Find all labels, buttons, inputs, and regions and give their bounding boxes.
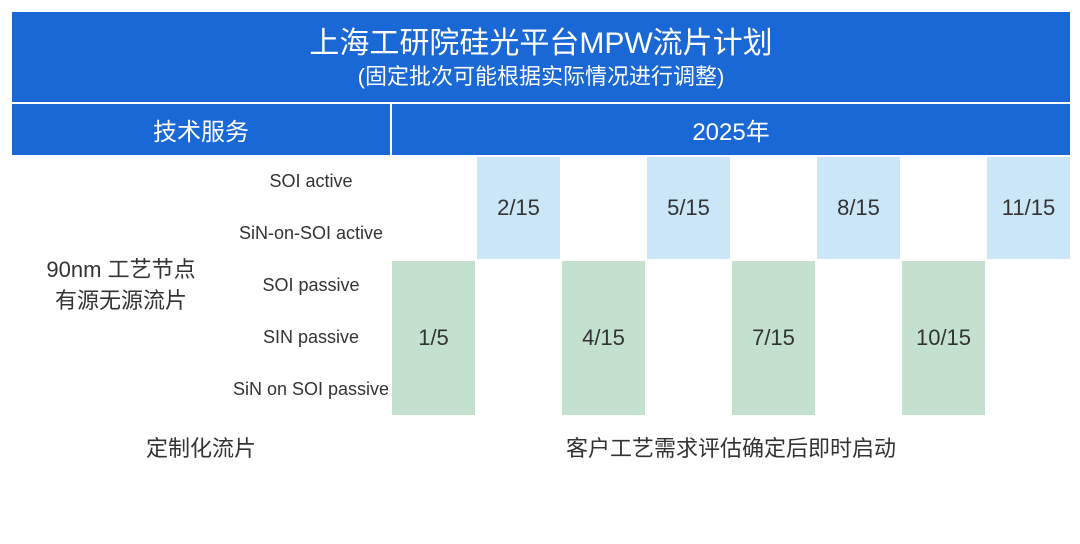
passive-slot-blank-1 [646, 260, 731, 416]
table-row: 上海工研院硅光平台MPW流片计划 (固定批次可能根据实际情况进行调整) [11, 11, 1071, 103]
title-sub: (固定批次可能根据实际情况进行调整) [12, 63, 1070, 92]
table-row: 90nm 工艺节点 有源无源流片 SOI active 2/15 5/15 8/… [11, 156, 1071, 208]
passive-slot-blank-0 [476, 260, 561, 416]
main-label-line1: 90nm 工艺节点 [46, 257, 195, 282]
active-row-1-label: SiN-on-SOI active [231, 208, 391, 260]
passive-date-0: 1/5 [391, 260, 476, 416]
active-slot-blank-2 [731, 156, 816, 260]
header-left: 技术服务 [11, 103, 391, 156]
passive-slot-blank-3 [986, 260, 1071, 416]
custom-text: 客户工艺需求评估确定后即时启动 [391, 416, 1071, 478]
table-row: 技术服务 2025年 [11, 103, 1071, 156]
active-slot-blank-1 [561, 156, 646, 260]
mpw-schedule-table: 上海工研院硅光平台MPW流片计划 (固定批次可能根据实际情况进行调整) 技术服务… [10, 10, 1072, 479]
active-slot-blank-0 [391, 156, 476, 260]
main-label-line2: 有源无源流片 [55, 288, 187, 313]
custom-label: 定制化流片 [11, 416, 391, 478]
passive-date-3: 10/15 [901, 260, 986, 416]
passive-row-0-label: SOI passive [231, 260, 391, 312]
passive-date-2: 7/15 [731, 260, 816, 416]
header-right: 2025年 [391, 103, 1071, 156]
active-row-0-label: SOI active [231, 156, 391, 208]
table-row: 定制化流片 客户工艺需求评估确定后即时启动 [11, 416, 1071, 478]
passive-date-1: 4/15 [561, 260, 646, 416]
active-date-3: 11/15 [986, 156, 1071, 260]
title-main: 上海工研院硅光平台MPW流片计划 [12, 24, 1070, 63]
passive-row-1-label: SIN passive [231, 312, 391, 364]
title-banner: 上海工研院硅光平台MPW流片计划 (固定批次可能根据实际情况进行调整) [11, 11, 1071, 103]
active-date-1: 5/15 [646, 156, 731, 260]
active-date-2: 8/15 [816, 156, 901, 260]
passive-slot-blank-2 [816, 260, 901, 416]
active-slot-blank-3 [901, 156, 986, 260]
passive-row-2-label: SiN on SOI passive [231, 364, 391, 416]
section-main-label: 90nm 工艺节点 有源无源流片 [11, 156, 231, 416]
active-date-0: 2/15 [476, 156, 561, 260]
